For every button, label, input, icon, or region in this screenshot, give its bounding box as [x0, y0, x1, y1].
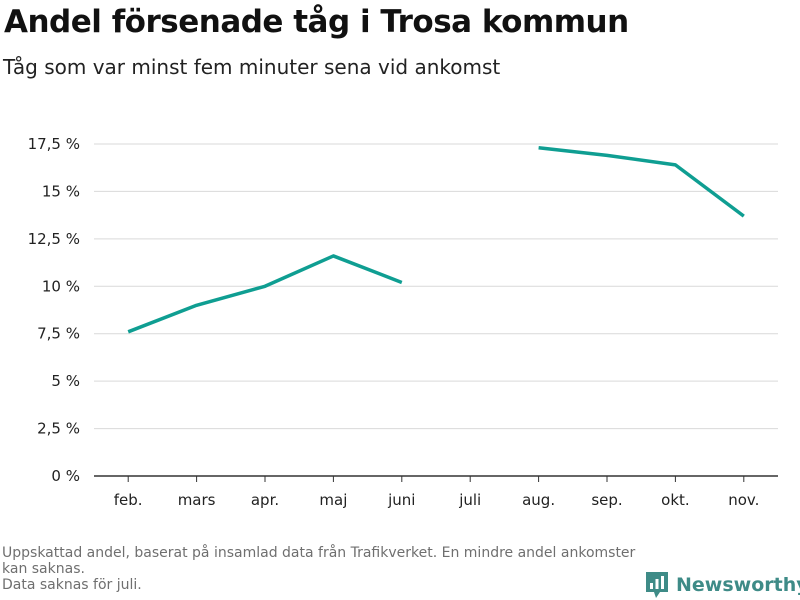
gridlines	[94, 143, 778, 430]
y-axis-tick-labels: 0 % 2,5 % 5 % 7,5 % 10 % 12,5 % 15 % 17,5 %	[28, 135, 80, 485]
x-tick-label: feb.	[114, 491, 143, 509]
y-tick-label: 2,5 %	[37, 420, 80, 438]
footnote: Uppskattad andel, baserat på insamlad da…	[2, 545, 642, 593]
y-tick-label: 12,5 %	[28, 230, 80, 248]
series-lines	[127, 146, 745, 334]
newsworthy-logo-icon	[646, 572, 668, 598]
y-tick-label: 15 %	[42, 182, 80, 200]
x-tick-label: mars	[178, 491, 216, 509]
chart-title: Andel försenade tåg i Trosa kommun	[4, 4, 629, 40]
footnote-source: Uppskattad andel, baserat på insamlad da…	[2, 545, 636, 577]
series-line-segment	[538, 146, 745, 218]
x-tick-label: okt.	[661, 491, 690, 509]
x-tick-label: sep.	[591, 491, 622, 509]
x-tick-label: aug.	[522, 491, 555, 509]
x-tick-label: nov.	[728, 491, 759, 509]
y-tick-label: 10 %	[42, 277, 80, 295]
brand: Newsworthy	[644, 570, 800, 600]
x-tick-label: juni	[387, 491, 415, 509]
x-axis: feb. mars apr. maj juni juli aug. sep. okt. nov.	[94, 475, 778, 509]
y-tick-label: 0 %	[51, 467, 80, 485]
y-tick-label: 7,5 %	[37, 325, 80, 343]
y-tick-label: 5 %	[51, 372, 80, 390]
brand-name: Newsworthy	[676, 574, 800, 596]
chart-subtitle: Tåg som var minst fem minuter sena vid a…	[3, 55, 501, 79]
footnote-missing-data: Data saknas för juli.	[2, 577, 142, 593]
x-tick-label: juli	[458, 491, 481, 509]
y-tick-label: 17,5 %	[28, 135, 80, 153]
series-line-segment	[127, 254, 403, 334]
x-tick-label: apr.	[251, 491, 279, 509]
x-tick-label: maj	[319, 491, 347, 509]
